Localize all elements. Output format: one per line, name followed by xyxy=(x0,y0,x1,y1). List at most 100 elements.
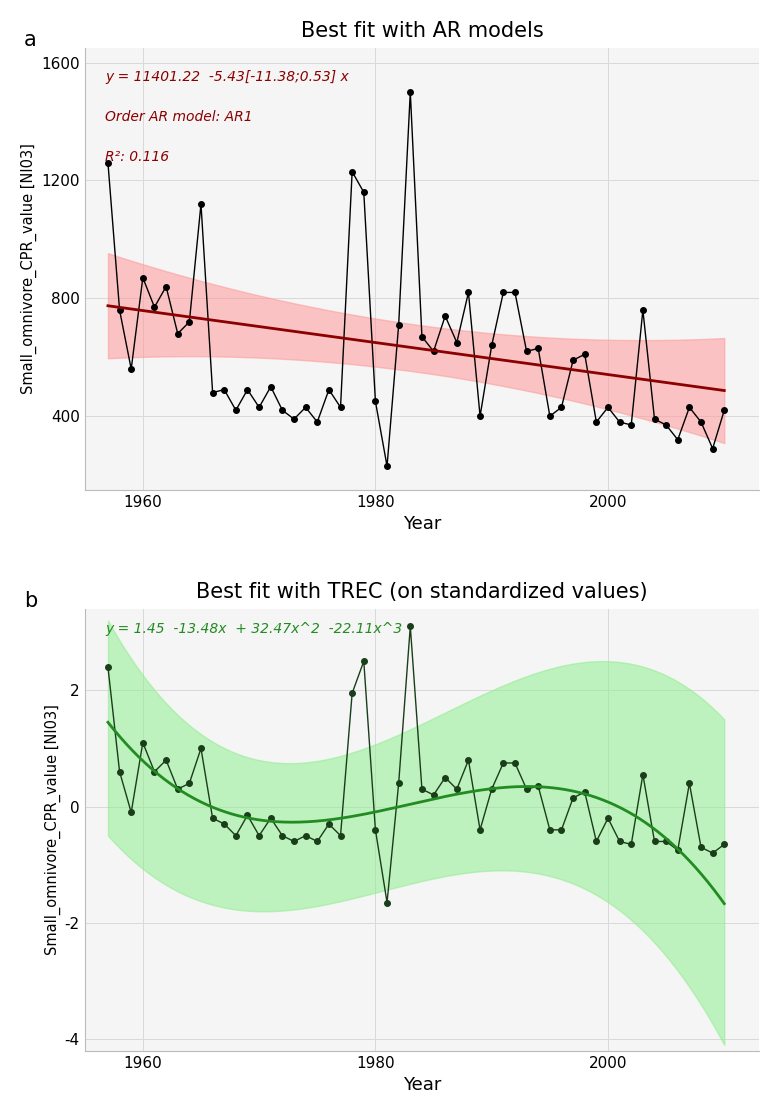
Point xyxy=(381,893,393,911)
Point xyxy=(160,278,172,295)
Point xyxy=(579,346,591,363)
Point xyxy=(707,439,719,457)
Point xyxy=(636,301,649,319)
Point xyxy=(300,398,312,416)
Point xyxy=(718,835,731,853)
Point xyxy=(136,734,149,752)
Text: b: b xyxy=(24,591,37,611)
Point xyxy=(555,398,568,416)
Point xyxy=(683,775,696,793)
Point xyxy=(253,826,265,844)
Point xyxy=(264,809,277,827)
Point xyxy=(544,821,556,838)
Point xyxy=(288,833,300,851)
Point xyxy=(567,789,580,807)
Point xyxy=(544,407,556,425)
Text: y = 11401.22  -5.43[-11.38;0.53] x: y = 11401.22 -5.43[-11.38;0.53] x xyxy=(105,70,349,84)
Point xyxy=(579,783,591,801)
Point xyxy=(183,775,196,793)
Point xyxy=(683,398,696,416)
Point xyxy=(276,826,289,844)
Point xyxy=(335,398,347,416)
Point xyxy=(625,416,637,434)
Point xyxy=(264,378,277,396)
Point xyxy=(300,826,312,844)
X-axis label: Year: Year xyxy=(402,515,441,533)
Point xyxy=(532,339,544,357)
Point xyxy=(160,752,172,769)
Text: y = 1.45  -13.48x  + 32.47x^2  -22.11x^3: y = 1.45 -13.48x + 32.47x^2 -22.11x^3 xyxy=(105,622,402,637)
Point xyxy=(357,652,370,670)
Point xyxy=(218,380,230,398)
Point xyxy=(369,821,381,838)
Point xyxy=(509,754,521,772)
Point xyxy=(335,826,347,844)
Point xyxy=(404,84,417,101)
Y-axis label: Small_omnivore_CPR_value [NI03]: Small_omnivore_CPR_value [NI03] xyxy=(44,705,61,956)
Point xyxy=(195,195,207,213)
Point xyxy=(707,844,719,862)
Point xyxy=(695,414,707,432)
Point xyxy=(427,342,440,360)
Point xyxy=(125,804,137,822)
Point xyxy=(346,163,358,181)
Point xyxy=(392,316,405,333)
Point xyxy=(463,752,475,769)
Title: Best fit with AR models: Best fit with AR models xyxy=(300,21,544,41)
Point xyxy=(207,809,219,827)
Point xyxy=(427,786,440,804)
Point xyxy=(613,414,626,432)
Point xyxy=(148,298,161,316)
Text: a: a xyxy=(24,30,37,50)
Point xyxy=(590,414,603,432)
Point xyxy=(207,384,219,401)
Point xyxy=(276,401,289,419)
Point xyxy=(381,457,393,475)
Point xyxy=(509,283,521,301)
Point xyxy=(660,833,672,851)
Point xyxy=(473,407,486,425)
Point xyxy=(451,333,463,351)
Point xyxy=(660,416,672,434)
Point xyxy=(253,398,265,416)
Point xyxy=(311,414,324,432)
Point xyxy=(695,838,707,856)
Point xyxy=(241,380,254,398)
Point xyxy=(218,815,230,833)
Point xyxy=(323,380,335,398)
Point xyxy=(439,307,452,324)
Point xyxy=(648,833,661,851)
Point xyxy=(346,685,358,702)
Point xyxy=(357,183,370,201)
Point xyxy=(672,841,684,859)
Point xyxy=(404,618,417,636)
Point xyxy=(532,777,544,795)
Point xyxy=(718,401,731,419)
Point xyxy=(520,780,533,798)
Point xyxy=(392,775,405,793)
Point xyxy=(229,826,242,844)
Point xyxy=(601,398,614,416)
Point xyxy=(172,780,184,798)
Point xyxy=(241,806,254,824)
Point xyxy=(485,780,498,798)
Point xyxy=(625,835,637,853)
Point xyxy=(473,821,486,838)
Point xyxy=(567,351,580,369)
Y-axis label: Small_omnivore_CPR_value [NI03]: Small_omnivore_CPR_value [NI03] xyxy=(21,144,37,395)
Point xyxy=(323,815,335,833)
Point xyxy=(229,401,242,419)
Point xyxy=(288,410,300,428)
Point xyxy=(311,833,324,851)
Point xyxy=(101,154,114,172)
Point xyxy=(195,739,207,757)
Text: Order AR model: AR1: Order AR model: AR1 xyxy=(105,109,253,124)
Point xyxy=(497,283,509,301)
Point xyxy=(416,780,428,798)
Point xyxy=(672,430,684,448)
Title: Best fit with TREC (on standardized values): Best fit with TREC (on standardized valu… xyxy=(196,582,647,602)
Point xyxy=(451,780,463,798)
Point xyxy=(113,763,126,780)
Point xyxy=(555,821,568,838)
Text: R²: 0.116: R²: 0.116 xyxy=(105,149,169,164)
